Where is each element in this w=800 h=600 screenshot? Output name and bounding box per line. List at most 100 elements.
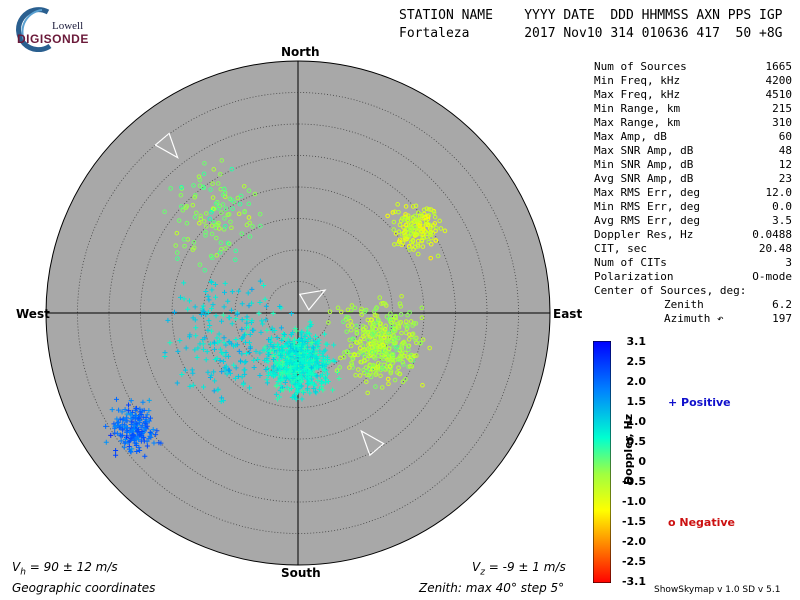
stat-row: Max Range, km 310 <box>594 116 792 130</box>
source-point-negative <box>192 214 198 220</box>
stat-value: 3.5 <box>772 214 792 227</box>
source-point-negative <box>208 187 213 192</box>
source-point-positive <box>281 332 287 338</box>
source-point-negative <box>420 244 426 249</box>
source-point-negative <box>405 312 410 318</box>
source-point-negative <box>379 352 385 358</box>
source-point-negative <box>338 309 344 315</box>
source-point-negative <box>344 314 350 320</box>
source-point-positive <box>289 380 295 386</box>
source-point-negative <box>384 314 390 319</box>
source-point-positive <box>311 372 317 378</box>
negative-legend: o Negative <box>668 516 735 529</box>
source-point-positive <box>247 345 253 351</box>
version-label: ShowSkymap v 1.0 SD v 5.1 <box>654 585 781 595</box>
source-point-positive <box>299 338 305 344</box>
source-point-positive <box>279 347 285 353</box>
source-point-positive <box>226 353 232 359</box>
source-point-positive <box>209 328 215 334</box>
source-point-negative <box>374 305 379 310</box>
source-point-positive <box>117 432 123 438</box>
source-point-negative <box>238 193 244 199</box>
source-point-negative <box>214 235 219 241</box>
source-point-negative <box>345 307 351 313</box>
source-point-negative <box>210 206 216 212</box>
colorbar-tick: 0 <box>638 455 646 468</box>
source-point-negative <box>429 235 434 241</box>
colorbar-tick: 1.0 <box>626 415 647 428</box>
source-point-negative <box>394 347 399 352</box>
source-point-negative <box>397 237 403 243</box>
source-point-positive <box>203 312 209 318</box>
source-point-negative <box>426 207 432 212</box>
source-point-positive <box>111 421 117 427</box>
source-point-negative <box>397 301 403 306</box>
source-point-positive <box>223 349 229 355</box>
source-point-positive <box>226 315 232 321</box>
source-point-negative <box>219 158 225 163</box>
azimuth-arrow-icon: ↶ <box>716 312 724 325</box>
source-point-negative <box>373 340 379 346</box>
coordinates-label: Geographic coordinates <box>12 581 156 595</box>
source-point-positive <box>205 369 211 375</box>
source-point-positive <box>190 315 196 321</box>
source-point-positive <box>144 438 150 444</box>
source-point-positive <box>319 350 325 356</box>
source-point-positive <box>282 343 288 349</box>
source-point-positive <box>139 429 145 435</box>
source-point-negative <box>410 358 416 363</box>
source-point-negative <box>258 223 263 229</box>
source-point-negative <box>395 202 400 207</box>
source-point-positive <box>113 396 119 402</box>
source-point-positive <box>299 383 305 389</box>
source-point-negative <box>409 239 414 245</box>
source-point-negative <box>201 219 207 224</box>
source-point-positive <box>270 327 276 333</box>
source-point-positive <box>294 328 300 334</box>
source-point-positive <box>305 381 311 387</box>
source-point-positive <box>260 321 266 327</box>
source-point-positive <box>147 429 153 435</box>
source-point-negative <box>184 220 190 226</box>
source-point-positive <box>299 396 305 402</box>
source-point-negative <box>371 322 377 328</box>
source-point-positive <box>146 418 152 424</box>
source-point-positive <box>109 407 115 413</box>
source-point-positive <box>272 372 278 378</box>
source-point-positive <box>283 367 289 373</box>
source-point-negative <box>412 353 417 359</box>
source-point-positive <box>221 304 227 310</box>
source-point-positive <box>288 360 294 366</box>
source-point-positive <box>310 371 316 377</box>
center-zenith-label: Zenith <box>664 298 704 311</box>
source-point-negative <box>398 319 404 325</box>
source-point-negative <box>398 312 404 317</box>
source-point-positive <box>203 357 209 363</box>
source-point-negative <box>360 327 366 332</box>
source-point-positive <box>208 279 214 285</box>
source-point-positive <box>210 302 216 308</box>
source-point-negative <box>229 225 234 231</box>
source-point-positive <box>229 289 235 295</box>
source-point-positive <box>322 357 328 363</box>
stat-row: Max SNR Amp, dB 48 <box>594 144 792 158</box>
source-point-negative <box>425 214 431 219</box>
source-point-negative <box>419 212 424 218</box>
source-point-positive <box>146 408 152 414</box>
source-point-positive <box>223 363 229 369</box>
source-point-positive <box>190 370 196 376</box>
stats-panel: Num of Sources 1665 Min Freq, kHz 4200 Max F… <box>594 60 792 284</box>
source-point-positive <box>311 386 317 392</box>
source-point-positive <box>306 351 312 357</box>
source-point-negative <box>390 360 395 366</box>
source-point-negative <box>202 161 207 166</box>
source-point-negative <box>394 344 400 350</box>
stat-label: Num of Sources <box>594 60 687 73</box>
source-point-positive <box>291 340 297 346</box>
source-point-positive <box>273 383 279 389</box>
source-point-negative <box>397 355 403 361</box>
source-point-positive <box>225 367 231 373</box>
source-point-negative <box>216 220 221 226</box>
source-point-negative <box>377 344 383 350</box>
source-point-negative <box>430 231 436 236</box>
